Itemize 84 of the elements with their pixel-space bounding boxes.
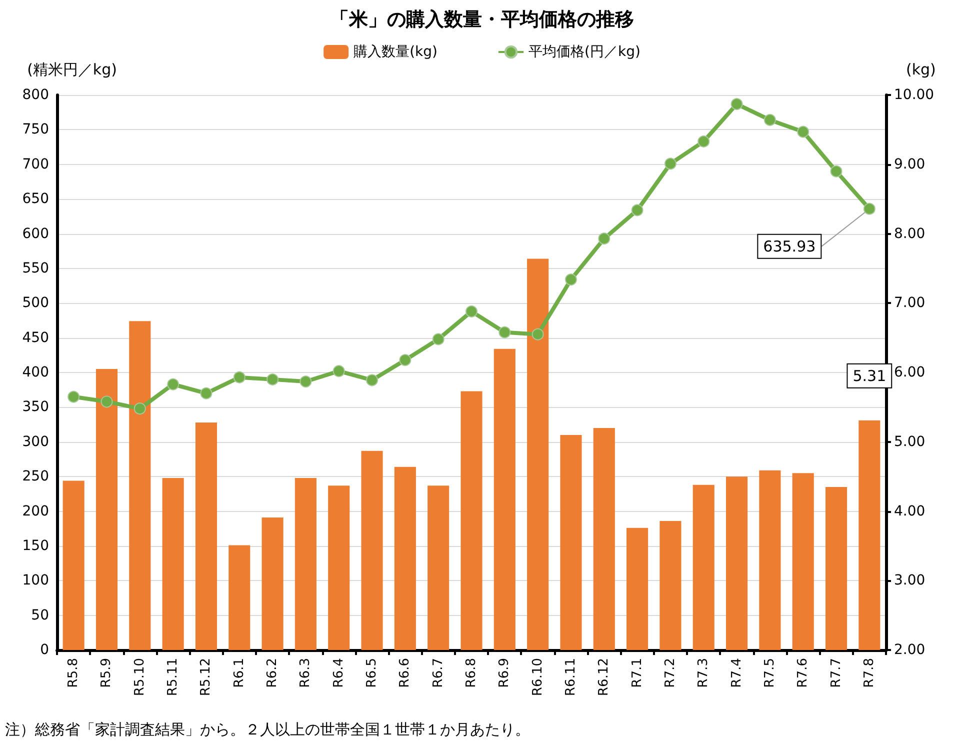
x-tick-label: R7.3 (696, 658, 712, 688)
point (432, 333, 444, 346)
point (167, 378, 180, 390)
data-label: 5.31 (852, 366, 886, 385)
y-tick-label: 750 (22, 122, 49, 138)
x-tick-label: R6.9 (497, 658, 512, 688)
y2-tick-label: 5.00 (894, 434, 926, 450)
y2-tick-label: 3.00 (894, 572, 926, 589)
point (498, 326, 511, 338)
x-tick-label: R6.7 (430, 658, 446, 688)
point (830, 165, 842, 178)
x-tick-label: R6.5 (364, 658, 380, 688)
y-tick-label: 300 (22, 434, 49, 450)
text: 注）総務省「家計調査結果」から。２人以上の世帯全国１世帯１か月あたり。 (5, 720, 530, 738)
y2-tick-label: 10.00 (894, 87, 934, 103)
point (100, 396, 113, 408)
point (466, 305, 478, 318)
point (266, 373, 279, 386)
point (332, 365, 345, 378)
point (532, 328, 544, 340)
y2-tick-label: 2.00 (894, 642, 926, 658)
x-tick-label: R7.4 (729, 658, 744, 688)
y-tick-label: 400 (22, 364, 49, 380)
point (764, 114, 776, 126)
y-tick-label: 450 (22, 330, 49, 346)
point (300, 376, 312, 388)
point (134, 402, 146, 415)
y-tick-label: 50 (31, 607, 49, 624)
y-tick-label: 200 (22, 503, 49, 520)
point (598, 232, 610, 245)
point (664, 158, 676, 170)
chart-title: 「米」の購入数量・平均価格の推移 (330, 8, 634, 30)
x-tick-label: R6.6 (398, 658, 413, 688)
y-tick-label: 500 (22, 295, 49, 312)
point (730, 98, 743, 110)
x-tick-label: R6.2 (265, 658, 280, 688)
x-tick-label: R7.5 (762, 658, 778, 688)
x-tick-label: R6.12 (596, 658, 612, 696)
y2-tick-label: 7.00 (894, 295, 926, 312)
x-tick-label: R5.11 (166, 658, 181, 696)
y-tick-label: 150 (22, 538, 49, 554)
point (399, 354, 412, 366)
x-tick-label: R6.4 (331, 658, 346, 688)
y-tick-label: 550 (22, 260, 49, 276)
x-tick-label: R7.8 (862, 658, 877, 688)
x-tick-label: R5.12 (198, 658, 214, 696)
y-tick-label: 650 (22, 191, 49, 208)
x-tick-label: R5.10 (132, 658, 148, 696)
point (68, 390, 80, 403)
x-tick-label: R5.8 (66, 658, 82, 688)
x-tick-label: R6.11 (563, 658, 578, 696)
y2-tick-label: 9.00 (894, 156, 926, 172)
point (564, 274, 577, 286)
x-tick-label: R6.10 (530, 658, 546, 696)
y-tick-label: 250 (22, 468, 49, 485)
point (631, 204, 644, 216)
data-label: 635.93 (763, 237, 816, 256)
y-tick-label: 800 (22, 87, 49, 103)
y-axis-title: (精米円／kg) (27, 60, 117, 78)
point (200, 387, 212, 400)
x-tick-label: R6.8 (464, 658, 479, 688)
legend-label: 購入数量(kg) (354, 44, 438, 60)
x-tick-label: R7.6 (796, 658, 811, 688)
y2-axis-title: (kg) (906, 60, 936, 78)
x-tick-label: R5.9 (99, 658, 114, 688)
point (698, 135, 710, 148)
x-tick-label: R7.7 (828, 658, 844, 688)
y-tick-label: 0 (40, 642, 49, 658)
point (366, 374, 378, 386)
x-tick-label: R6.3 (298, 658, 314, 688)
y-tick-label: 600 (22, 226, 49, 242)
x-tick-label: R7.1 (630, 658, 645, 688)
point (797, 126, 810, 138)
y2-tick-label: 8.00 (894, 226, 926, 242)
point (233, 371, 246, 384)
point (863, 202, 876, 215)
x-tick-label: R6.1 (232, 658, 247, 688)
x-tick-label: R7.2 (662, 658, 678, 688)
legend-label: 平均価格(円／kg) (528, 44, 640, 60)
y-tick-label: 100 (22, 572, 49, 589)
y2-tick-label: 6.00 (894, 364, 926, 380)
y2-tick-label: 4.00 (894, 503, 926, 520)
y-tick-label: 700 (22, 156, 49, 172)
y-tick-label: 350 (22, 399, 49, 416)
